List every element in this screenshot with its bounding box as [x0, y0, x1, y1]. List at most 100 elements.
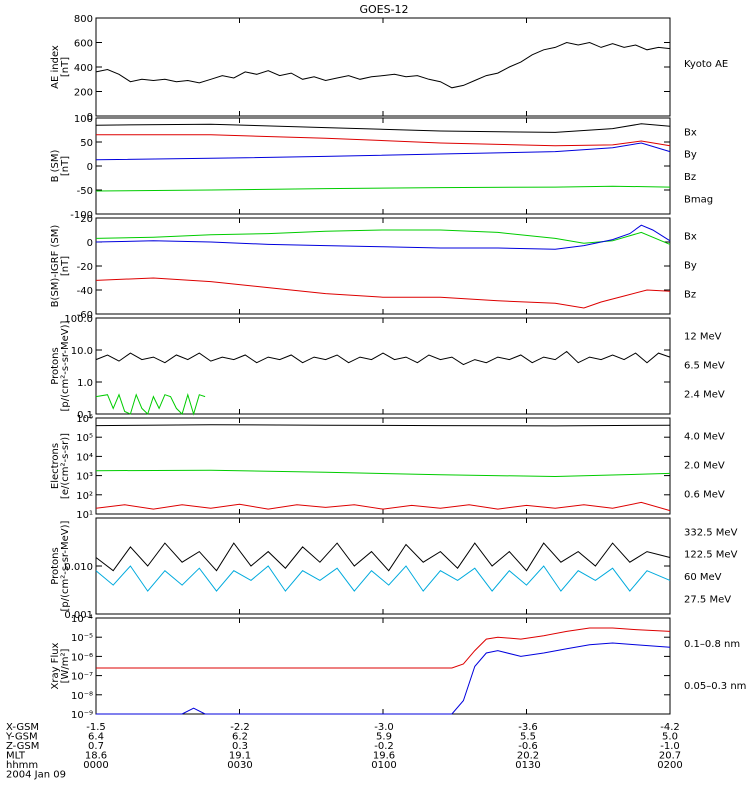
- y-tick-label: 50: [80, 138, 93, 149]
- series-line: [95, 392, 206, 416]
- x-axis-value: 20.7: [659, 751, 681, 762]
- y-tick-label: 10²: [76, 491, 93, 502]
- panel-7: 10⁻⁹ 10⁻⁸ 10⁻⁷ 10⁻⁶ 10⁻⁵ 10⁻⁴ Xray Flux [W/m²] 0…: [50, 614, 746, 721]
- legend-entry: 0.05–0.3 nm: [684, 681, 746, 692]
- y-tick-label: 10³: [76, 472, 93, 483]
- series-line: [96, 642, 671, 715]
- x-axis-value: 6.4: [88, 732, 104, 743]
- x-axis-row-label: hhmm: [6, 760, 38, 771]
- y-axis-label: AE index: [50, 45, 61, 89]
- panel-frame: [95, 117, 671, 215]
- series-line: [95, 224, 671, 250]
- y-axis-label: Xray Flux: [50, 642, 61, 689]
- panel-frame: [95, 317, 671, 415]
- series-line: [95, 565, 671, 592]
- panel-5: 10¹ 10² 10³ 10⁴ 10⁵ 10⁶ Electrons [e/(cm²-s-sr)…: [50, 414, 725, 521]
- y-tick-label: 0: [87, 238, 93, 249]
- x-axis-value: 5.0: [662, 732, 678, 743]
- y-axis-label: [e/(cm²-s-sr)]: [60, 433, 71, 499]
- legend-entry: Bx: [684, 127, 697, 138]
- legend-entry: 27.5 MeV: [684, 594, 731, 605]
- y-axis-label: B (SM): [50, 149, 61, 182]
- y-tick-label: -40: [77, 286, 93, 297]
- legend-entry: Bz: [684, 172, 696, 183]
- y-axis-label: B(SM)-IGRF (SM): [50, 225, 61, 308]
- x-axis-value: 5.9: [376, 732, 392, 743]
- y-tick-label: 1.0: [77, 378, 93, 389]
- panel-frame: [95, 217, 671, 315]
- y-tick-label: 100.0: [64, 314, 93, 325]
- series-line: [96, 627, 671, 669]
- y-tick-label: 200: [74, 88, 93, 99]
- legend-entry: 122.5 MeV: [684, 550, 738, 561]
- series-line: [95, 41, 671, 89]
- y-tick-label: 10⁶: [76, 414, 93, 425]
- x-axis-value: 0030: [227, 760, 252, 771]
- panel-2: -100 -50 0 50 100 B (SM) [nT] Bx By Bz Bmag: [50, 114, 713, 221]
- y-tick-label: 10⁴: [76, 452, 93, 463]
- series-line: [95, 123, 671, 133]
- x-axis-value: 18.6: [85, 751, 107, 762]
- legend-entry: 0.6 MeV: [684, 490, 725, 501]
- panel-4: 0.1 1.0 10.0 100.0 Protons [p/(cm²-s-sr-MeV)]…: [50, 314, 725, 421]
- y-tick-label: 10⁻⁶: [71, 652, 93, 663]
- y-tick-label: 10⁻⁸: [71, 691, 93, 702]
- x-axis-date: 2004 Jan 09: [6, 770, 66, 781]
- y-tick-label: 10¹: [76, 510, 93, 521]
- x-axis-value: -0.2: [374, 741, 394, 752]
- legend-entry: 4.0 MeV: [684, 431, 725, 442]
- panel-1: 0 200 400 600 800 AE index [nT] Kyoto AE: [50, 14, 728, 123]
- y-axis-label: [W/m²]: [60, 648, 71, 683]
- x-axis-value: -0.6: [518, 741, 538, 752]
- legend-entry: Kyoto AE: [684, 59, 728, 70]
- x-axis-row-label: X-GSM: [6, 722, 39, 733]
- y-axis-label: [nT]: [60, 156, 71, 176]
- y-tick-label: 0: [87, 112, 93, 123]
- panel-frame: [95, 417, 671, 515]
- x-axis-value: 19.6: [373, 751, 395, 762]
- legend-entry: By: [684, 150, 697, 161]
- series-line: [95, 501, 671, 512]
- x-axis-value: 0130: [515, 760, 540, 771]
- series-line: [95, 185, 671, 192]
- series-line: [95, 424, 671, 427]
- legend-entry: 332.5 MeV: [684, 527, 738, 538]
- legend-entry: By: [684, 261, 697, 272]
- x-axis-value: 6.2: [232, 732, 248, 743]
- y-tick-label: 400: [74, 63, 93, 74]
- legend-entry: Bx: [684, 231, 697, 242]
- x-axis-value: 0.3: [232, 741, 248, 752]
- x-axis-value: 5.5: [520, 732, 536, 743]
- x-axis-row-label: Y-GSM: [5, 732, 38, 743]
- y-tick-label: 10⁻⁵: [71, 633, 93, 644]
- y-axis-label: [p/(cm²-s-sr-MeV)]: [60, 520, 71, 611]
- y-tick-label: -100: [70, 210, 93, 221]
- panel-frame: [95, 617, 671, 715]
- series-line: [95, 142, 671, 161]
- y-axis-label: Protons: [50, 347, 61, 384]
- y-axis-label: [p/(cm²-s-sr-MeV)]: [60, 320, 71, 411]
- x-axis-value: 19.1: [229, 751, 251, 762]
- series-line: [95, 469, 671, 478]
- x-axis-value: -3.6: [518, 722, 538, 733]
- y-tick-label: 10⁻⁷: [71, 672, 93, 683]
- x-axis-value: -2.2: [230, 722, 250, 733]
- series-line: [95, 542, 671, 572]
- y-tick-label: 10⁵: [76, 433, 93, 444]
- x-axis-value: 0200: [657, 760, 682, 771]
- y-tick-label: -60: [77, 310, 93, 321]
- y-axis-label: Protons: [50, 547, 61, 584]
- y-axis-label: [nT]: [60, 57, 71, 77]
- series-line: [95, 229, 671, 245]
- legend-entry: Bmag: [684, 194, 713, 205]
- panel-frame: [95, 517, 671, 615]
- legend-entry: Bz: [684, 290, 696, 301]
- legend-entry: 0.1–0.8 nm: [684, 639, 740, 650]
- y-tick-label: 0.001: [64, 610, 93, 621]
- x-axis-value: -3.0: [374, 722, 394, 733]
- y-tick-label: 10.0: [71, 346, 93, 357]
- y-tick-label: 10⁻⁴: [71, 614, 93, 625]
- y-tick-label: 600: [74, 39, 93, 50]
